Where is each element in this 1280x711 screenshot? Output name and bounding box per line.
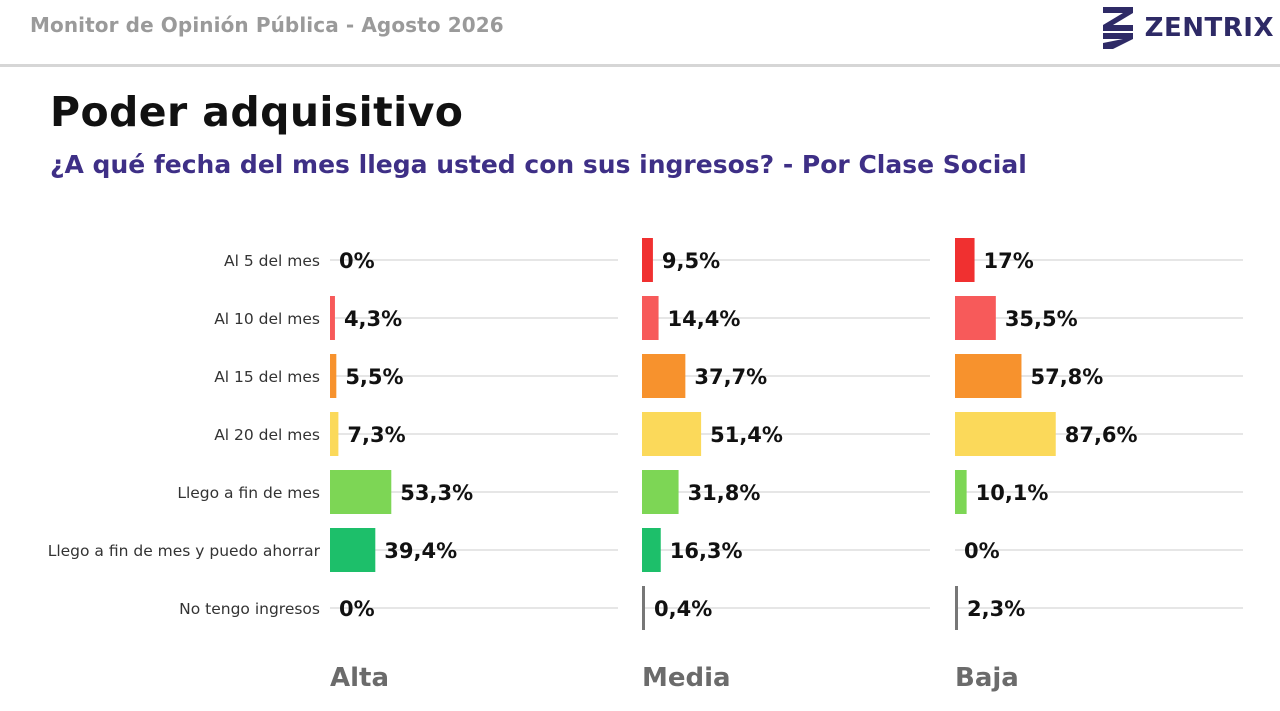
category-label: Llego a fin de mes y puedo ahorrar (48, 542, 321, 560)
bar (642, 528, 661, 572)
data-label: 7,3% (347, 423, 405, 447)
bar (955, 586, 958, 630)
data-label: 0% (339, 249, 375, 273)
logo-icon (1102, 7, 1133, 49)
data-label: 10,1% (976, 481, 1049, 505)
category-label: Llego a fin de mes (177, 484, 320, 502)
data-label: 9,5% (662, 249, 720, 273)
bar (330, 354, 337, 398)
category-label: No tengo ingresos (179, 600, 320, 618)
page-title: Poder adquisitivo (50, 88, 464, 136)
data-label: 0% (339, 597, 375, 621)
bar (955, 470, 967, 514)
bar (330, 470, 392, 514)
report-title: Monitor de Opinión Pública - Agosto 2026 (30, 13, 504, 37)
data-label: 31,8% (688, 481, 761, 505)
data-label: 0% (964, 539, 1000, 563)
data-label: 4,3% (344, 307, 402, 331)
bar (330, 528, 376, 572)
header-bar: Monitor de Opinión Pública - Agosto 2026… (0, 0, 1280, 67)
logo: ZENTRIX (1097, 0, 1274, 56)
chart-subtitle: ¿A qué fecha del mes llega usted con sus… (50, 150, 1027, 179)
bar (642, 238, 653, 282)
data-label: 57,8% (1030, 365, 1103, 389)
data-label: 2,3% (967, 597, 1025, 621)
bar (330, 296, 335, 340)
category-label: Al 15 del mes (214, 368, 320, 386)
data-label: 37,7% (694, 365, 767, 389)
bar (955, 238, 975, 282)
category-label: Al 5 del mes (224, 252, 320, 270)
bar (642, 586, 645, 630)
data-label: 87,6% (1065, 423, 1138, 447)
bar (642, 470, 679, 514)
bar (642, 412, 702, 456)
bar (642, 296, 659, 340)
panel-label: Alta (330, 663, 389, 693)
data-label: 14,4% (668, 307, 741, 331)
logo-text: ZENTRIX (1144, 13, 1274, 43)
data-label: 5,5% (345, 365, 403, 389)
bar (642, 354, 686, 398)
bar (330, 412, 339, 456)
panel-label: Baja (955, 663, 1019, 693)
data-label: 17% (984, 249, 1034, 273)
category-label: Al 20 del mes (214, 426, 320, 444)
bar (955, 412, 1056, 456)
data-label: 35,5% (1005, 307, 1078, 331)
bar (955, 296, 996, 340)
category-label: Al 10 del mes (214, 310, 320, 328)
data-label: 0,4% (654, 597, 712, 621)
bar (955, 354, 1022, 398)
data-label: 53,3% (400, 481, 473, 505)
panel-label: Media (642, 663, 731, 693)
data-label: 51,4% (710, 423, 783, 447)
data-label: 39,4% (384, 539, 457, 563)
data-label: 16,3% (670, 539, 743, 563)
